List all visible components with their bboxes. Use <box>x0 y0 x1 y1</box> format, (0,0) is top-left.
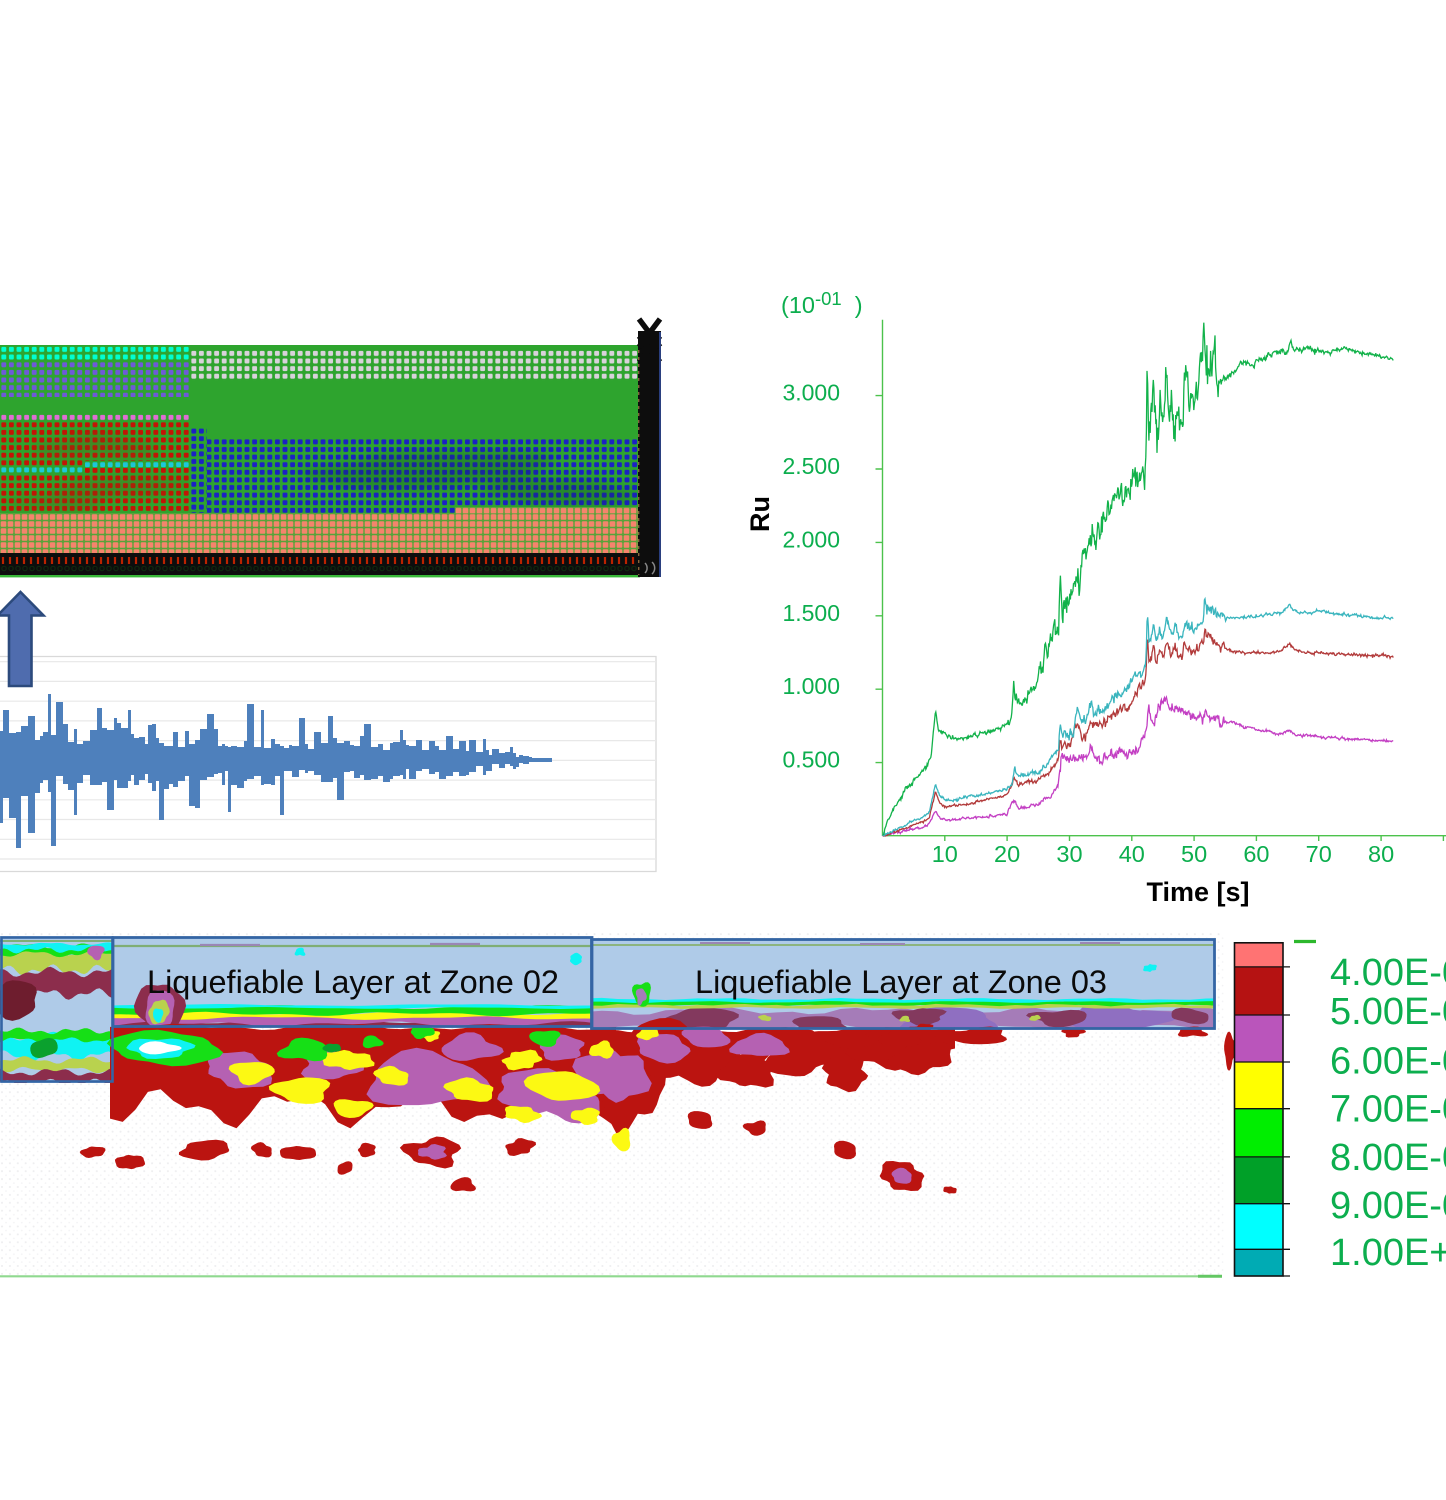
svg-text:Liquefiable Layer at Zone 03: Liquefiable Layer at Zone 03 <box>695 964 1107 1000</box>
svg-text:1.500: 1.500 <box>782 600 840 626</box>
svg-text:2.000: 2.000 <box>782 526 840 552</box>
svg-text:7.00E-01: 7.00E-01 <box>1330 1089 1446 1131</box>
svg-text:70: 70 <box>1306 841 1332 867</box>
svg-text:80: 80 <box>1368 841 1394 867</box>
svg-text:40: 40 <box>1119 841 1145 867</box>
svg-text:3.000: 3.000 <box>782 380 840 406</box>
svg-text:30: 30 <box>1056 841 1082 867</box>
svg-text:50: 50 <box>1181 841 1207 867</box>
svg-text:Liquefiable Layer at Zone 02: Liquefiable Layer at Zone 02 <box>147 964 559 1000</box>
svg-text:10: 10 <box>932 841 958 867</box>
svg-text:9.00E-01: 9.00E-01 <box>1330 1185 1446 1227</box>
svg-text:Ru: Ru <box>745 496 775 532</box>
svg-text:(10-01 ): (10-01 ) <box>781 288 863 318</box>
svg-text:1.00E+00: 1.00E+00 <box>1330 1232 1446 1274</box>
svg-text:5.00E-01: 5.00E-01 <box>1330 991 1446 1033</box>
svg-text:8.00E-01: 8.00E-01 <box>1330 1137 1446 1179</box>
svg-text:Time [s]: Time [s] <box>1146 877 1249 907</box>
svg-text:1.000: 1.000 <box>782 673 840 699</box>
svg-text:6.00E-01: 6.00E-01 <box>1330 1041 1446 1083</box>
svg-text:4.00E-01: 4.00E-01 <box>1330 952 1446 994</box>
svg-text:60: 60 <box>1243 841 1269 867</box>
svg-text:0.500: 0.500 <box>782 747 840 773</box>
svg-text:2.500: 2.500 <box>782 453 840 479</box>
svg-text:20: 20 <box>994 841 1020 867</box>
